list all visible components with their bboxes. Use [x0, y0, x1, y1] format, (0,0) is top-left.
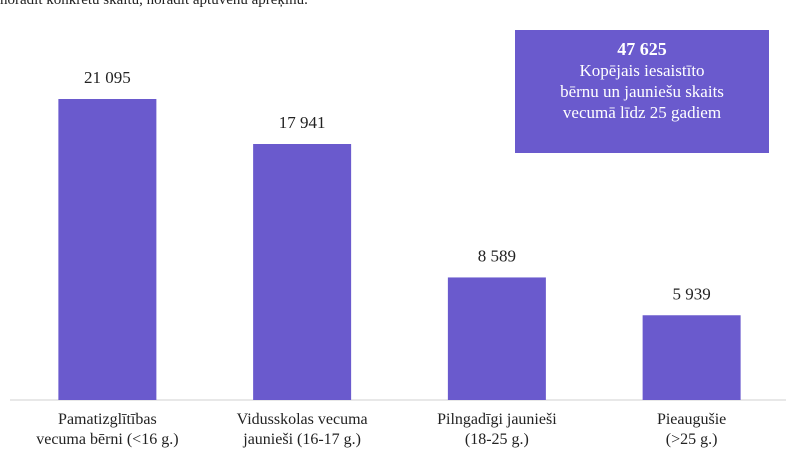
annotation-box: 47 625 Kopējais iesaistīto bērnu un jaun…	[515, 30, 769, 153]
x-tick-label: Pilngadīgi jaunieši (18-25 g.)	[437, 411, 557, 448]
value-label: 5 939	[673, 284, 711, 303]
value-label: 21 095	[84, 68, 131, 87]
x-tick-label: Pieaugušie (>25 g.)	[656, 411, 727, 448]
annotation-text: Kopējais iesaistīto bērnu un jauniešu sk…	[560, 61, 724, 122]
x-tick-label: Vidusskolas vecuma jaunieši (16-17 g.)	[236, 411, 368, 448]
value-label: 17 941	[279, 113, 326, 132]
bar	[58, 99, 157, 400]
x-tick-label: Pamatizglītības vecuma bērni (<16 g.)	[36, 411, 179, 448]
value-label: 8 589	[478, 246, 516, 265]
annotation-title: 47 625	[617, 39, 667, 59]
note: norādīt konkrētu skaitu, norādīt aptuven…	[0, 0, 308, 8]
bar	[447, 277, 546, 400]
bar	[642, 315, 741, 400]
bar	[253, 144, 352, 400]
